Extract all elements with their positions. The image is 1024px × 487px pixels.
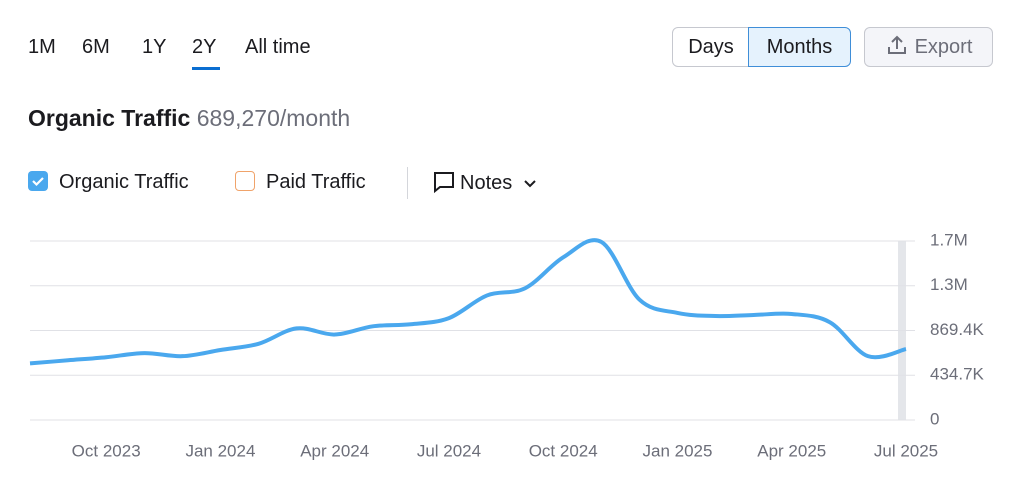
range-tab[interactable]: 1M xyxy=(28,36,56,58)
x-tick-label: Apr 2024 xyxy=(300,441,369,460)
legend-label[interactable]: Paid Traffic xyxy=(266,171,366,193)
export-button[interactable]: Export xyxy=(864,27,993,67)
header-value: 689,270/month xyxy=(196,105,351,131)
export-icon xyxy=(887,35,906,54)
x-tick-label: Apr 2025 xyxy=(757,441,826,460)
notes-icon xyxy=(434,172,454,194)
y-tick-label: 1.3M xyxy=(930,275,968,294)
legend-checkbox[interactable] xyxy=(235,171,255,191)
y-tick-label: 434.7K xyxy=(930,365,985,384)
x-tick-label: Jul 2024 xyxy=(417,441,481,460)
legend-label[interactable]: Organic Traffic xyxy=(59,171,189,193)
y-tick-label: 1.7M xyxy=(930,230,968,249)
notes-label: Notes xyxy=(460,172,513,194)
notes-button[interactable]: Notes xyxy=(432,170,538,195)
chevron xyxy=(524,180,536,188)
y-tick-label: 0 xyxy=(930,409,939,428)
x-tick-label: Jul 2025 xyxy=(874,441,938,460)
legend-checkbox[interactable] xyxy=(28,171,48,191)
y-tick-label: 869.4K xyxy=(930,320,985,339)
header: Organic Traffic 689,270/month xyxy=(28,105,350,132)
x-tick-label: Oct 2024 xyxy=(529,441,598,460)
x-tick-label: Jan 2024 xyxy=(185,441,255,460)
header-title: Organic Traffic xyxy=(28,105,191,131)
export-label: Export xyxy=(914,36,973,58)
check-icon xyxy=(32,177,44,187)
months-button[interactable]: Months xyxy=(748,27,851,67)
range-tab[interactable]: All time xyxy=(245,36,311,58)
divider xyxy=(407,167,408,199)
x-tick-label: Oct 2023 xyxy=(72,441,141,460)
range-tab[interactable]: 1Y xyxy=(142,36,167,58)
x-tick-label: Jan 2025 xyxy=(643,441,713,460)
traffic-line xyxy=(29,238,907,366)
range-tab[interactable]: 6M xyxy=(82,36,110,58)
tab-underline xyxy=(192,67,220,70)
range-tab[interactable]: 2Y xyxy=(192,36,217,58)
